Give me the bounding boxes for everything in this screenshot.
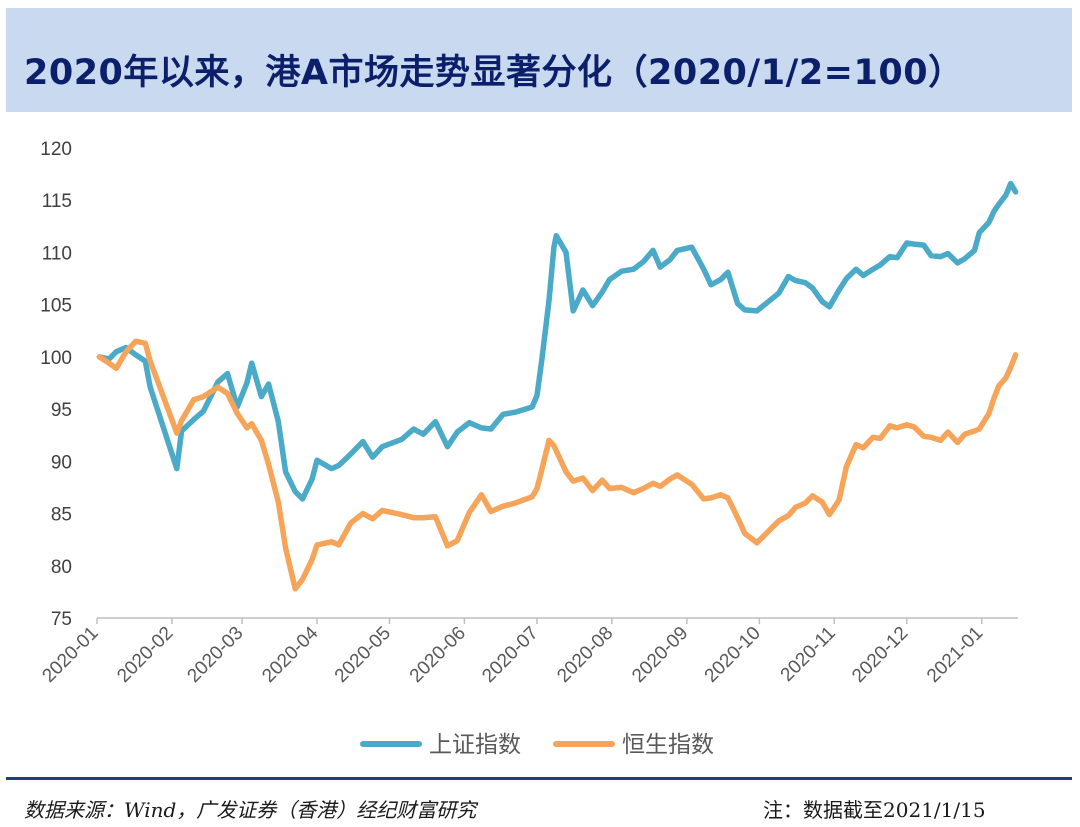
y-tick-label: 80 [51, 557, 72, 578]
x-tick-label: 2020-08 [553, 623, 617, 687]
y-axis: 75 80 85 90 95 100 105 110 115 120 [40, 139, 72, 630]
y-tick-label: 95 [51, 400, 72, 421]
y-tick-label: 75 [51, 609, 72, 630]
title-bar: 2020年以来，港A市场走势显著分化（2020/1/2=100） [6, 8, 1072, 112]
x-axis: 2020-01 2020-02 2020-03 2020-04 2020-05 2020-… [38, 617, 1018, 687]
legend-label: 上证指数 [429, 732, 521, 758]
data-note: 注：数据截至2021/1/15 [763, 798, 986, 822]
sse-index-line [96, 180, 1019, 502]
footer-divider [6, 777, 1072, 780]
legend: 上证指数 恒生指数 [360, 732, 714, 758]
y-tick-label: 120 [40, 139, 72, 160]
data-source: 数据来源：Wind，广发证券（香港）经纪财富研究 [24, 798, 477, 822]
x-tick-label: 2020-11 [777, 623, 840, 686]
x-tick-label: 2020-01 [38, 623, 102, 687]
hsi-index-line [96, 338, 1019, 592]
x-tick-label: 2021-01 [923, 623, 987, 687]
x-tick-label: 2020-05 [331, 623, 395, 687]
x-tick-label: 2020-02 [113, 623, 177, 687]
x-tick-label: 2020-09 [628, 623, 692, 687]
y-tick-label: 115 [42, 191, 72, 212]
line-chart: 75 80 85 90 95 100 105 110 115 120 2020-01 2020-02… [38, 139, 1019, 758]
y-tick-label: 105 [40, 296, 72, 317]
x-tick-label: 2020-04 [258, 622, 322, 686]
y-tick-label: 90 [51, 452, 72, 473]
x-tick-label: 2020-03 [183, 623, 247, 687]
x-tick-label: 2020-10 [701, 623, 765, 687]
y-tick-label: 110 [42, 243, 72, 264]
legend-label: 恒生指数 [622, 732, 714, 758]
chart-title: 2020年以来，港A市场走势显著分化（2020/1/2=100） [24, 53, 964, 93]
plot-area [96, 180, 1019, 592]
y-tick-label: 85 [51, 505, 72, 526]
x-tick-label: 2020-07 [478, 623, 542, 687]
x-tick-label: 2020-06 [406, 623, 470, 687]
y-tick-label: 100 [40, 348, 72, 369]
x-tick-label: 2020-12 [848, 623, 912, 687]
